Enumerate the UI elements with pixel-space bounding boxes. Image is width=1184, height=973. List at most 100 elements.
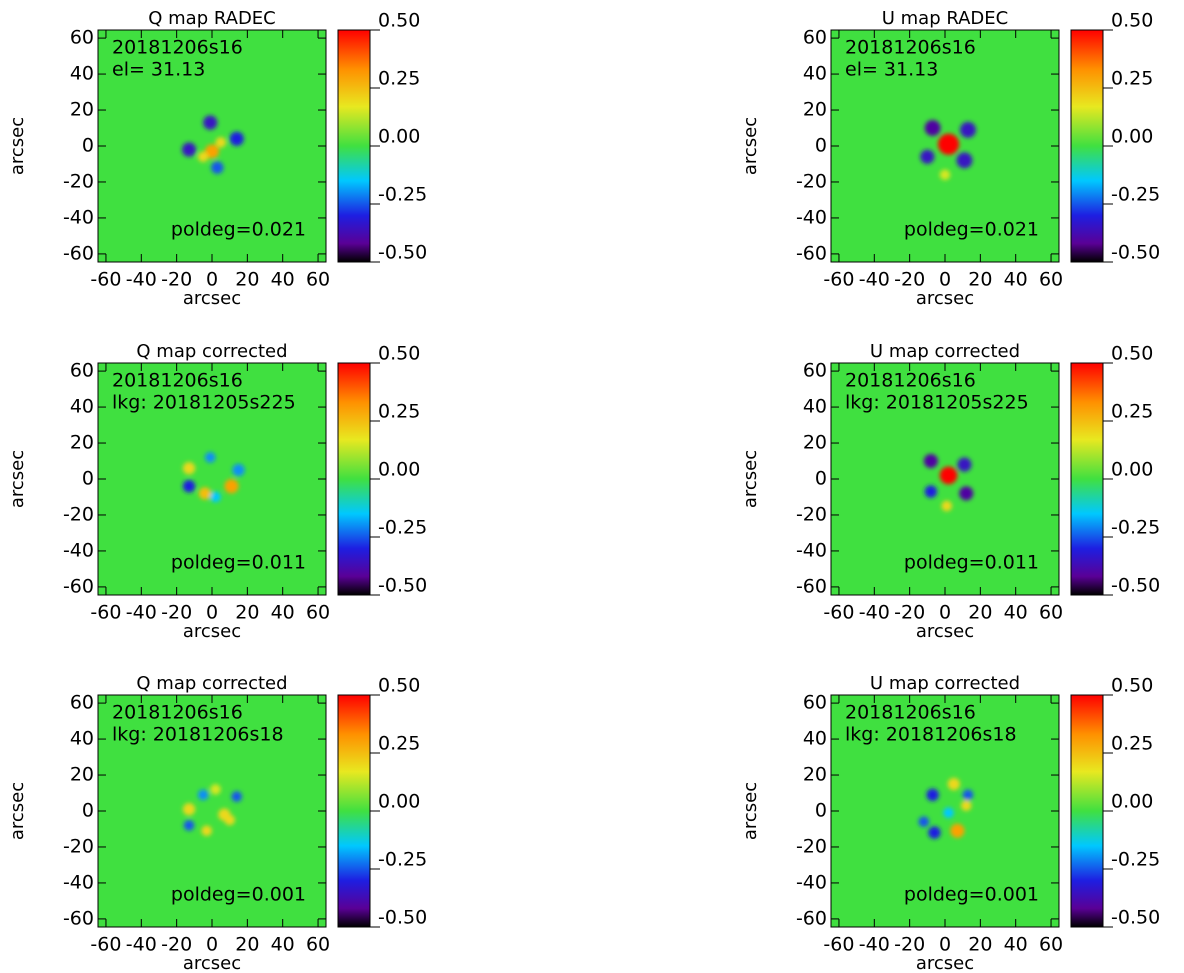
annotation: lkg: 20181206s18 <box>845 724 1017 746</box>
colorbar <box>1070 362 1104 596</box>
x-tick-label: -60 <box>823 934 854 956</box>
colorbar <box>1070 694 1104 928</box>
feature <box>215 137 227 148</box>
feature <box>183 820 195 831</box>
x-tick-label: -20 <box>161 602 192 624</box>
colorbar-tick-label: 0.25 <box>378 733 420 755</box>
colorbar-tick-label: 0.50 <box>378 10 420 32</box>
y-tick-label: 20 <box>70 764 94 786</box>
x-tick-label: 0 <box>939 602 951 624</box>
x-tick-label: 40 <box>1004 269 1028 291</box>
feature <box>224 814 235 826</box>
x-tick-label: -40 <box>126 602 157 624</box>
annotation: poldeg=0.011 <box>904 552 1039 574</box>
feature <box>920 149 935 164</box>
x-tick-label: 0 <box>206 602 218 624</box>
chart-title: U map corrected <box>870 341 1020 362</box>
y-tick-label: -40 <box>63 539 94 561</box>
annotation: lkg: 20181205s225 <box>112 392 296 414</box>
x-tick-label: 20 <box>235 269 259 291</box>
annotation: poldeg=0.001 <box>171 884 306 906</box>
x-tick-label: -40 <box>859 934 890 956</box>
x-tick-label: 40 <box>271 269 295 291</box>
map-background <box>98 363 326 595</box>
y-axis-label: arcsec <box>7 782 28 840</box>
map-features <box>923 453 974 512</box>
feature <box>939 466 958 485</box>
y-tick-label: -20 <box>796 170 827 192</box>
colorbar-tick-label: 0.25 <box>1111 68 1153 90</box>
feature <box>224 479 239 494</box>
colorbar-tick-label: -0.25 <box>378 184 427 206</box>
map-features <box>181 115 244 174</box>
feature <box>198 487 212 500</box>
y-tick-label: 0 <box>815 135 827 157</box>
feature <box>926 788 939 801</box>
chart-title: Q map corrected <box>136 341 287 362</box>
colorbar-tick-label: -0.50 <box>378 907 427 929</box>
annotation: 20181206s16 <box>845 702 976 724</box>
feature <box>957 457 972 472</box>
y-tick-label: 60 <box>803 27 827 49</box>
y-axis-label: arcsec <box>740 117 761 175</box>
y-tick-label: -40 <box>796 539 827 561</box>
y-tick-label: -20 <box>796 835 827 857</box>
feature <box>937 133 960 155</box>
x-tick-label: 20 <box>235 934 259 956</box>
y-tick-label: 0 <box>82 135 94 157</box>
y-tick-label: -60 <box>796 242 827 264</box>
y-tick-label: 40 <box>803 63 827 85</box>
colorbar-tick-label: -0.50 <box>378 242 427 264</box>
x-tick-label: 0 <box>206 269 218 291</box>
x-axis-label: arcsec <box>916 288 974 309</box>
colorbar-tick-label: 0.00 <box>1111 459 1153 481</box>
feature <box>211 161 224 174</box>
colorbar-tick-label: -0.25 <box>1111 184 1160 206</box>
y-tick-label: 0 <box>815 468 827 490</box>
y-axis-label: arcsec <box>740 450 761 508</box>
annotation: lkg: 20181205s225 <box>845 392 1029 414</box>
y-tick-label: 60 <box>70 692 94 714</box>
feature <box>197 789 209 801</box>
map-features <box>182 452 245 503</box>
colorbar-tick-label: -0.50 <box>378 575 427 597</box>
feature <box>181 142 197 157</box>
feature <box>943 807 954 819</box>
colorbar-tick-label: -0.50 <box>1111 575 1160 597</box>
feature <box>918 816 930 828</box>
map-features <box>918 777 974 839</box>
x-tick-label: -60 <box>823 602 854 624</box>
colorbar-tick-label: 0.50 <box>378 675 420 697</box>
x-axis-label: arcsec <box>916 621 974 642</box>
chart-title: U map corrected <box>870 673 1020 694</box>
x-tick-label: -20 <box>894 269 925 291</box>
annotation: 20181206s16 <box>112 370 243 392</box>
colorbar-tick-label: 0.25 <box>378 68 420 90</box>
colorbar-tick-label: 0.00 <box>1111 126 1153 148</box>
y-tick-label: -60 <box>63 907 94 929</box>
y-tick-label: 0 <box>82 800 94 822</box>
x-tick-label: 60 <box>306 602 330 624</box>
feature <box>182 480 196 493</box>
y-tick-label: 40 <box>803 728 827 750</box>
colorbar-tick-label: 0.25 <box>378 401 420 423</box>
x-tick-label: 60 <box>1039 602 1063 624</box>
x-tick-label: 0 <box>206 934 218 956</box>
chart-title: Q map corrected <box>136 673 287 694</box>
colorbar-tick-label: 0.50 <box>378 343 420 365</box>
feature <box>201 825 212 837</box>
x-tick-label: 40 <box>1004 934 1028 956</box>
y-tick-label: -60 <box>63 575 94 597</box>
x-tick-label: -40 <box>859 602 890 624</box>
x-tick-label: 0 <box>939 269 951 291</box>
colorbar-tick-label: 0.50 <box>1111 10 1153 32</box>
feature <box>960 121 976 138</box>
x-tick-label: -20 <box>161 269 192 291</box>
annotation: 20181206s16 <box>845 370 976 392</box>
annotation: poldeg=0.001 <box>904 884 1039 906</box>
x-tick-label: -40 <box>126 269 157 291</box>
feature <box>923 453 938 469</box>
feature <box>229 131 244 146</box>
